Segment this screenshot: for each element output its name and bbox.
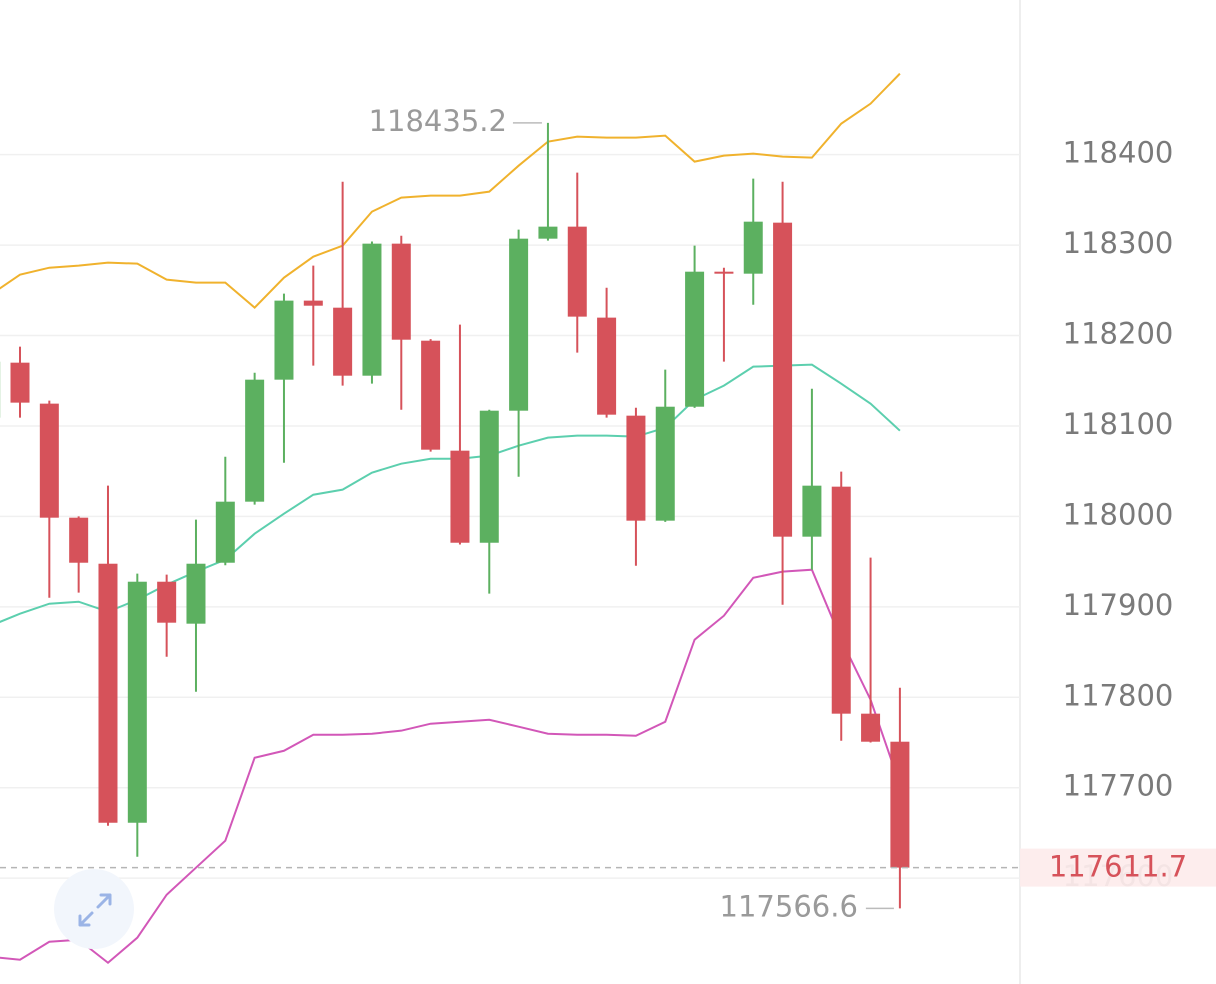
y-tick-label: 117700 <box>1063 769 1174 803</box>
candle-body <box>567 226 587 317</box>
candle-body <box>69 517 89 563</box>
expand-bg[interactable] <box>54 869 134 949</box>
y-axis: 1176001177001178001179001180001181001182… <box>1063 136 1174 894</box>
y-tick-label: 118200 <box>1063 317 1174 351</box>
candle-body <box>186 563 206 624</box>
candle-body <box>509 238 529 411</box>
y-tick-label: 118300 <box>1063 226 1174 260</box>
candle-body <box>597 317 617 415</box>
candle-body <box>127 581 147 823</box>
last-price-label: 117611.7 <box>1049 850 1187 884</box>
candle-body <box>538 226 558 239</box>
candle-body <box>773 222 793 537</box>
candle-body <box>861 713 881 742</box>
last-price-box <box>1020 848 1216 887</box>
y-tick-label: 118100 <box>1063 407 1174 441</box>
y-tick-label: 117800 <box>1063 678 1174 712</box>
candle-body <box>303 300 323 306</box>
candle-body <box>626 415 646 521</box>
candle-body <box>215 501 235 563</box>
candle-body <box>10 362 30 403</box>
y-tick-label: 118000 <box>1063 497 1174 531</box>
candle-body <box>362 243 382 376</box>
band-line <box>0 72 901 310</box>
candle-body <box>831 486 851 714</box>
candle-body <box>245 379 265 502</box>
candle-body <box>655 406 675 521</box>
candle-body <box>98 563 118 823</box>
annotations: 118435.2 117566.6 117611.7 <box>0 104 1216 923</box>
candle-body <box>391 243 411 340</box>
candle-body <box>890 741 910 868</box>
candle-body <box>274 300 294 380</box>
expand-icon[interactable] <box>78 893 112 927</box>
candle-body <box>714 271 734 274</box>
candles <box>0 122 910 909</box>
candle-body <box>479 410 499 543</box>
candle-body <box>157 581 177 623</box>
y-tick-label: 118400 <box>1063 136 1174 170</box>
candle-body <box>450 450 470 543</box>
expand-button[interactable] <box>54 869 134 949</box>
candle-body <box>39 403 59 518</box>
candle-body <box>685 271 705 407</box>
high-label: 118435.2 <box>369 104 507 138</box>
candle-body <box>333 307 353 376</box>
candle-body <box>421 340 441 450</box>
y-tick-label: 117900 <box>1063 588 1174 622</box>
band-line <box>0 568 901 965</box>
candle-body <box>802 485 822 537</box>
low-label: 117566.6 <box>720 889 858 923</box>
candle-body <box>743 221 763 274</box>
